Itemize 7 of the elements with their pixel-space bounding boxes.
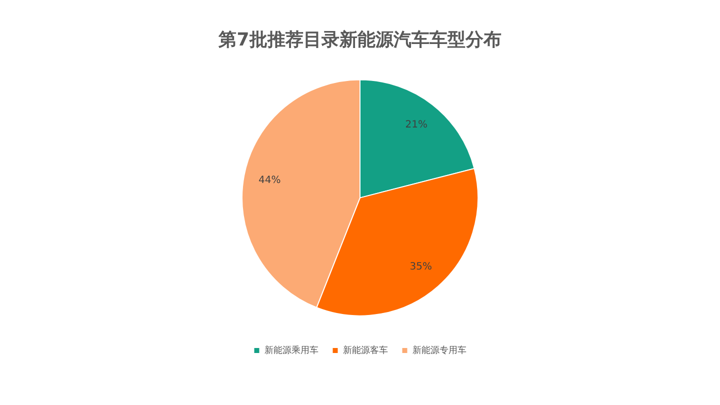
legend-label: 新能源乘用车	[264, 344, 318, 356]
legend-label: 新能源客车	[342, 344, 388, 356]
data-label: 21%	[405, 120, 428, 131]
data-label: 44%	[258, 175, 281, 186]
legend-label: 新能源专用车	[412, 344, 466, 356]
chart-title: 第7批推荐目录新能源汽车车型分布	[218, 29, 502, 50]
data-label: 35%	[410, 261, 432, 272]
